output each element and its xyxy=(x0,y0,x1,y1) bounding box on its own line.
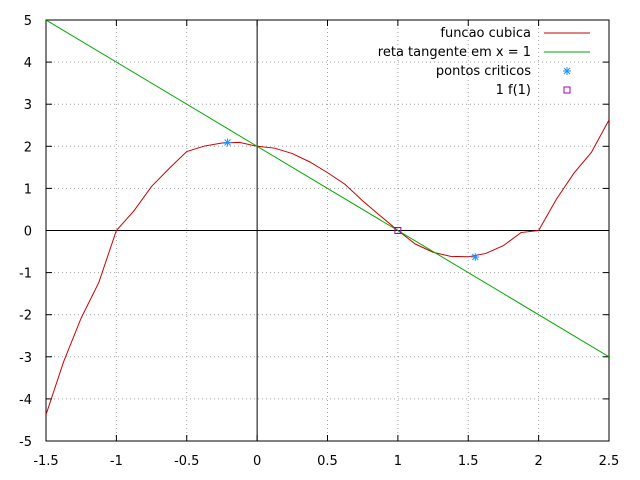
legend-label-funcao-cubica: funcao cubica xyxy=(440,26,531,41)
zero-axes xyxy=(46,20,609,441)
y-tick-label: 4 xyxy=(24,56,32,71)
y-tick-label: 0 xyxy=(24,225,32,240)
1-f-1-point xyxy=(394,227,402,234)
y-tick-label: 3 xyxy=(24,98,32,113)
x-tick-label: 1.5 xyxy=(458,454,479,469)
x-tick-label: 1 xyxy=(394,454,402,469)
x-tick-label: 0.5 xyxy=(317,454,338,469)
reta-tangente-em-x-1-line xyxy=(46,20,609,358)
y-tick-label: 1 xyxy=(24,182,32,197)
y-tick-label: 5 xyxy=(24,14,32,29)
legend-swatch-pontos-criticos xyxy=(563,67,571,75)
y-tick-label: 2 xyxy=(24,140,32,155)
pontos-criticos-point xyxy=(471,253,480,262)
x-tick-label: -1.5 xyxy=(33,454,58,469)
x-tick-label: -1 xyxy=(110,454,123,469)
legend-label-1-f-1: 1 f(1) xyxy=(496,83,531,98)
x-tick-labels: -1.5 -1 -0.5 0 0.5 1 1.5 2 2.5 xyxy=(33,454,619,469)
y-tick-label: -3 xyxy=(19,351,32,366)
y-tick-label: -2 xyxy=(19,309,32,324)
axis-ticks xyxy=(45,19,610,442)
legend: funcao cubica reta tangente em x = 1 ponto… xyxy=(378,26,590,98)
y-tick-label: -1 xyxy=(19,267,32,282)
y-tick-labels: -5 -4 -3 -2 -1 0 1 2 3 4 5 xyxy=(19,14,32,450)
x-tick-label: 2 xyxy=(534,454,542,469)
x-tick-label: -0.5 xyxy=(174,454,199,469)
legend-swatch-1-f-1 xyxy=(563,86,571,94)
pontos-criticos-point xyxy=(223,138,232,147)
legend-label-reta-tangente-em-x-1: reta tangente em x = 1 xyxy=(378,45,531,60)
y-tick-label: -4 xyxy=(19,393,32,408)
y-tick-label: -5 xyxy=(19,435,32,450)
legend-label-pontos-criticos: pontos criticos xyxy=(436,64,531,79)
series-layer xyxy=(46,20,609,415)
funcao-cubica-line xyxy=(46,119,609,415)
x-tick-label: 0 xyxy=(253,454,261,469)
x-tick-label: 2.5 xyxy=(599,454,620,469)
